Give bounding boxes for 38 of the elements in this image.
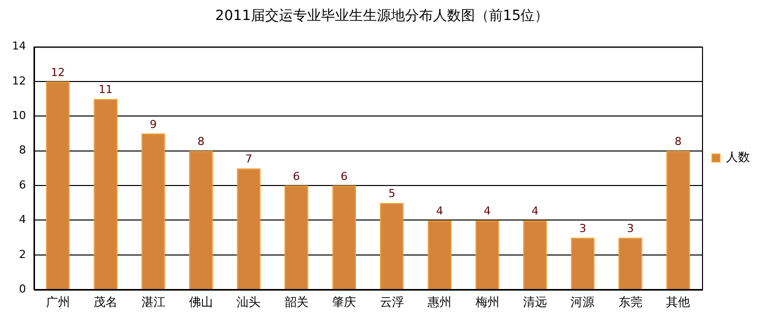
- x-tick-label: 河源: [570, 294, 595, 309]
- data-label: 12: [50, 66, 65, 79]
- x-tick-label: 广州: [46, 294, 70, 309]
- data-label: 11: [98, 83, 113, 96]
- data-label: 3: [626, 222, 634, 235]
- x-tick-label: 其他: [666, 294, 690, 309]
- y-tick-label: 12: [12, 74, 26, 88]
- data-label: 4: [484, 204, 491, 218]
- x-tick-label: 湛江: [141, 294, 166, 309]
- data-label: 6: [340, 170, 348, 183]
- data-label: 9: [150, 118, 157, 131]
- y-tick-label: 0: [18, 282, 26, 296]
- y-tick-label: 2: [18, 248, 26, 261]
- y-tick-label: 14: [12, 40, 26, 53]
- x-tick-label: 茂名: [94, 294, 118, 309]
- x-tick-label: 云浮: [380, 294, 404, 309]
- x-tick-label: 肇庆: [332, 294, 356, 309]
- x-tick-label: 韶关: [284, 294, 308, 309]
- x-tick-label: 东莞: [618, 294, 642, 309]
- y-tick-label: 4: [18, 213, 26, 226]
- y-tick-label: 8: [18, 144, 26, 157]
- chart-title: 2011届交运专业毕业生生源地分布人数图（前15位）: [215, 8, 549, 24]
- data-label: 6: [292, 170, 300, 183]
- x-tick-label: 汕头: [236, 294, 261, 309]
- y-tick-label: 10: [12, 109, 26, 122]
- data-label: 5: [388, 187, 396, 200]
- data-label: 7: [245, 152, 252, 166]
- data-label: 8: [198, 135, 204, 148]
- legend-label: 人数: [726, 150, 750, 164]
- data-label: 3: [579, 222, 586, 235]
- x-tick-label: 梅州: [474, 294, 500, 309]
- data-label: 8: [674, 135, 682, 148]
- data-label: 4: [436, 204, 444, 218]
- x-tick-label: 佛山: [189, 294, 213, 309]
- y-tick-label: 6: [18, 178, 26, 192]
- x-tick-label: 清远: [523, 294, 547, 309]
- x-tick-label: 惠州: [426, 294, 452, 309]
- data-label: 4: [532, 204, 538, 218]
